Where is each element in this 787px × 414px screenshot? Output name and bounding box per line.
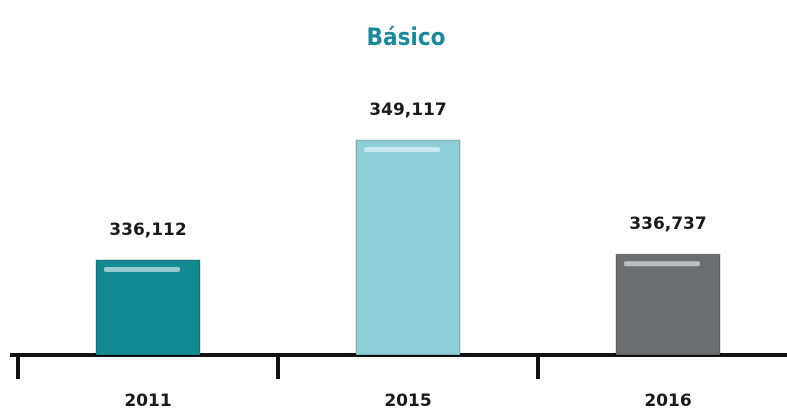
chart-title: Básico xyxy=(367,23,446,51)
x-tick-label: 2011 xyxy=(124,391,171,411)
bar-highlight xyxy=(104,266,180,272)
value-label: 336,737 xyxy=(629,214,706,234)
bar-highlight xyxy=(364,147,440,153)
value-label: 336,112 xyxy=(109,220,186,240)
value-label: 349,117 xyxy=(369,100,446,120)
bar xyxy=(355,139,461,356)
bar xyxy=(615,253,721,356)
bar xyxy=(95,259,201,356)
x-tick-label: 2015 xyxy=(384,391,431,411)
bar-highlight xyxy=(624,261,700,267)
x-tick-label: 2016 xyxy=(644,391,691,411)
